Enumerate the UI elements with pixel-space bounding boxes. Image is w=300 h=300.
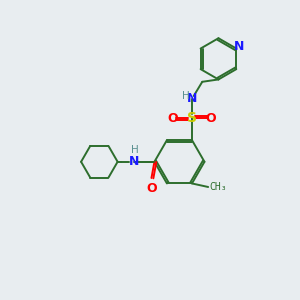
- Text: N: N: [129, 155, 140, 168]
- Text: O: O: [206, 112, 216, 124]
- Text: O: O: [146, 182, 157, 195]
- Text: O: O: [167, 112, 178, 124]
- Text: CH₃: CH₃: [209, 182, 227, 192]
- Text: N: N: [234, 40, 244, 53]
- Text: H: H: [130, 145, 138, 155]
- Text: H: H: [182, 91, 189, 101]
- Text: N: N: [187, 92, 197, 105]
- Text: S: S: [187, 111, 197, 125]
